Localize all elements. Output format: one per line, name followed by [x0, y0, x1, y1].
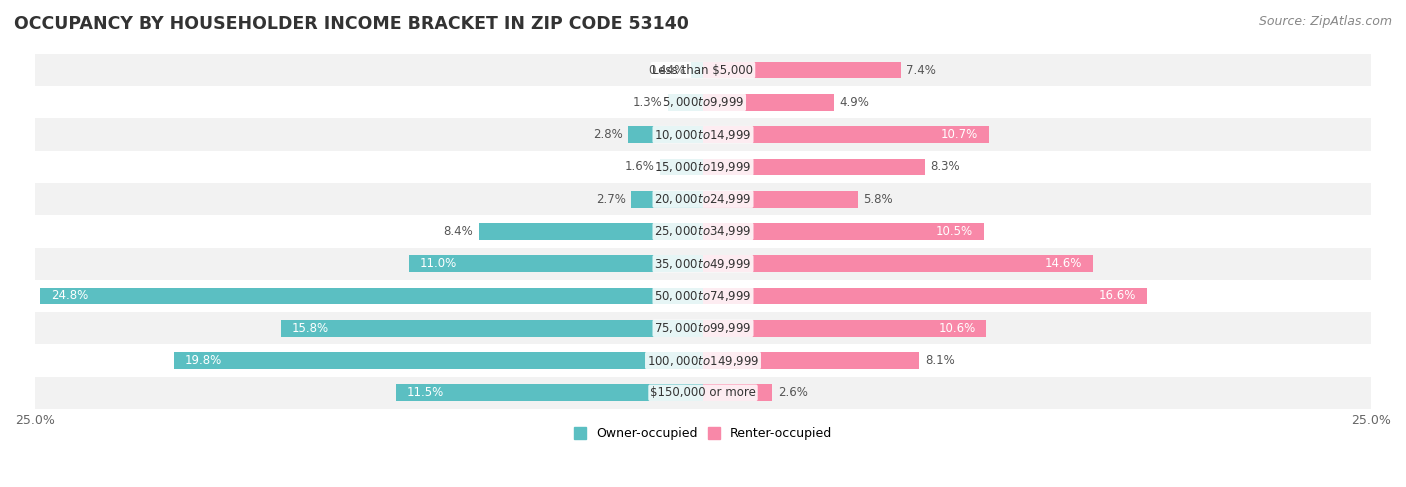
Bar [35, 215, 1371, 247]
Bar [395, 384, 703, 401]
Text: $5,000 to $9,999: $5,000 to $9,999 [662, 95, 744, 110]
Bar [703, 126, 988, 143]
Bar [703, 255, 1092, 272]
Text: $150,000 or more: $150,000 or more [650, 386, 756, 399]
Bar [35, 183, 1371, 215]
Text: $75,000 to $99,999: $75,000 to $99,999 [654, 321, 752, 335]
Text: 10.6%: 10.6% [938, 322, 976, 335]
Bar [281, 320, 703, 337]
Bar [703, 62, 901, 78]
Text: 16.6%: 16.6% [1098, 289, 1136, 302]
Bar [478, 223, 703, 240]
Text: 11.5%: 11.5% [406, 386, 444, 399]
Text: 10.5%: 10.5% [936, 225, 973, 238]
Bar [703, 352, 920, 369]
Text: $20,000 to $24,999: $20,000 to $24,999 [654, 192, 752, 206]
Text: $15,000 to $19,999: $15,000 to $19,999 [654, 160, 752, 174]
Bar [174, 352, 703, 369]
Text: $50,000 to $74,999: $50,000 to $74,999 [654, 289, 752, 303]
Text: $10,000 to $14,999: $10,000 to $14,999 [654, 128, 752, 142]
Text: 14.6%: 14.6% [1045, 257, 1083, 270]
Bar [703, 158, 925, 175]
Bar [703, 191, 858, 207]
Bar [35, 86, 1371, 118]
Text: $100,000 to $149,999: $100,000 to $149,999 [647, 354, 759, 368]
Text: 4.9%: 4.9% [839, 96, 869, 109]
Bar [35, 376, 1371, 409]
Text: 11.0%: 11.0% [420, 257, 457, 270]
Bar [703, 94, 834, 111]
Text: 2.7%: 2.7% [596, 193, 626, 206]
Text: 5.8%: 5.8% [863, 193, 893, 206]
Bar [661, 158, 703, 175]
Text: 1.6%: 1.6% [626, 160, 655, 173]
Bar [35, 344, 1371, 376]
Bar [628, 126, 703, 143]
Text: Less than $5,000: Less than $5,000 [652, 64, 754, 76]
Legend: Owner-occupied, Renter-occupied: Owner-occupied, Renter-occupied [568, 422, 838, 445]
Text: 2.8%: 2.8% [593, 128, 623, 141]
Bar [35, 54, 1371, 86]
Text: 24.8%: 24.8% [51, 289, 89, 302]
Bar [703, 320, 986, 337]
Text: 8.3%: 8.3% [931, 160, 960, 173]
Bar [631, 191, 703, 207]
Bar [41, 288, 703, 304]
Text: 8.1%: 8.1% [925, 354, 955, 367]
Text: 15.8%: 15.8% [291, 322, 329, 335]
Text: $25,000 to $34,999: $25,000 to $34,999 [654, 225, 752, 239]
Bar [35, 280, 1371, 312]
Bar [35, 151, 1371, 183]
Text: 19.8%: 19.8% [184, 354, 222, 367]
Bar [668, 94, 703, 111]
Text: 7.4%: 7.4% [905, 64, 936, 76]
Text: Source: ZipAtlas.com: Source: ZipAtlas.com [1258, 15, 1392, 28]
Bar [703, 384, 772, 401]
Bar [35, 312, 1371, 344]
Bar [703, 288, 1147, 304]
Bar [703, 223, 984, 240]
Bar [692, 62, 703, 78]
Text: OCCUPANCY BY HOUSEHOLDER INCOME BRACKET IN ZIP CODE 53140: OCCUPANCY BY HOUSEHOLDER INCOME BRACKET … [14, 15, 689, 33]
Text: 1.3%: 1.3% [633, 96, 662, 109]
Bar [35, 118, 1371, 151]
Text: 10.7%: 10.7% [941, 128, 979, 141]
Text: $35,000 to $49,999: $35,000 to $49,999 [654, 257, 752, 271]
Text: 0.44%: 0.44% [648, 64, 686, 76]
Text: 2.6%: 2.6% [778, 386, 807, 399]
Bar [35, 247, 1371, 280]
Text: 8.4%: 8.4% [443, 225, 474, 238]
Bar [409, 255, 703, 272]
